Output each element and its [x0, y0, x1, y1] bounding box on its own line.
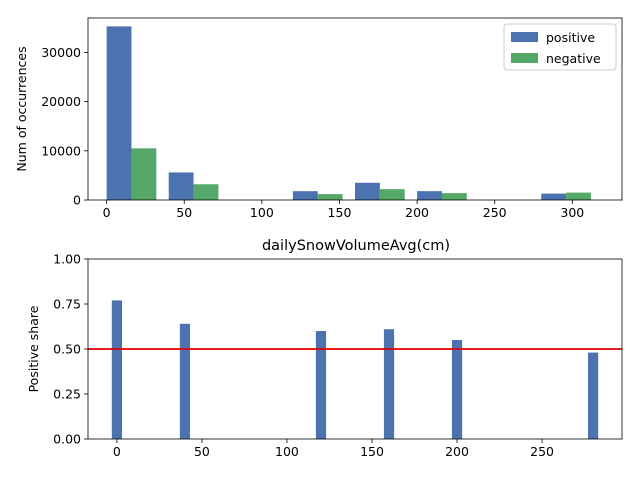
x-tick-label-1: 50: [176, 205, 192, 220]
share-bar-4: [451, 340, 463, 439]
share-bar-5: [587, 352, 599, 439]
x-tick-label-2: 100: [250, 205, 274, 220]
bar-positive-5: [541, 193, 567, 200]
x-tick-label-0: 0: [103, 205, 111, 220]
share-bar-2: [315, 331, 327, 439]
bar-positive-0: [106, 26, 132, 200]
bottom-x-tick-label-2: 100: [275, 444, 299, 459]
bar-negative-4: [441, 193, 467, 200]
bar-negative-5: [566, 192, 591, 200]
y-tick-label-3: 30000: [41, 45, 81, 60]
bottom-x-tick-label-5: 250: [530, 444, 554, 459]
legend-label-negative: negative: [546, 51, 601, 66]
bottom-x-tick-label-0: 0: [113, 444, 121, 459]
bottom-y-tick-label-3: 0.75: [53, 297, 81, 312]
share-bar-1: [179, 323, 191, 439]
share-bar-0: [111, 300, 123, 439]
y-tick-label-2: 20000: [41, 94, 81, 109]
bar-positive-2: [292, 191, 318, 200]
bottom-y-tick-label-2: 0.50: [53, 342, 81, 357]
x-tick-label-4: 200: [405, 205, 429, 220]
y-tick-label-0: 0: [73, 193, 81, 208]
bar-negative-2: [317, 194, 343, 200]
bottom-x-tick-label-3: 150: [360, 444, 384, 459]
y-tick-label-1: 10000: [41, 143, 81, 158]
bottom-y-tick-label-1: 0.25: [53, 387, 81, 402]
share-bar-3: [383, 329, 395, 439]
bar-positive-1: [168, 172, 194, 200]
top-plot-frame: [87, 17, 623, 201]
bottom-y-axis-label: Positive share: [26, 305, 41, 392]
bar-positive-4: [417, 191, 442, 200]
bar-negative-0: [131, 148, 157, 200]
bottom-x-tick-label-1: 50: [194, 444, 210, 459]
bottom-x-tick-label-4: 200: [445, 444, 469, 459]
bar-negative-1: [193, 184, 219, 200]
bottom-y-tick-label-4: 1.00: [53, 252, 81, 267]
legend-label-positive: positive: [546, 30, 595, 45]
x-tick-label-5: 250: [483, 205, 507, 220]
bar-positive-3: [355, 182, 380, 200]
bar-negative-3: [379, 189, 405, 200]
legend-swatch-positive: [511, 32, 538, 42]
top-plot: 0 50 100 150 200 250 300 0 10000 20000 30000 Num of…: [14, 17, 623, 220]
x-tick-label-6: 300: [560, 205, 584, 220]
top-y-axis-label: Num of occurrences: [14, 46, 29, 171]
legend-swatch-negative: [511, 53, 538, 63]
bottom-y-tick-label-0: 0.00: [53, 432, 81, 447]
bottom-plot: dailySnowVolumeAvg(cm) 0 50 100 150 200 250 0.0…: [26, 238, 623, 459]
x-tick-label-3: 150: [328, 205, 352, 220]
bottom-chart-title: dailySnowVolumeAvg(cm): [262, 238, 450, 254]
